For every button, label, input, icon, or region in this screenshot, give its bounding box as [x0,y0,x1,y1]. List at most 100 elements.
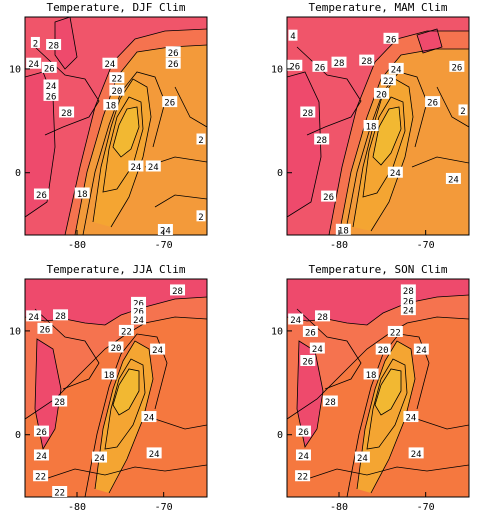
svg-text:26: 26 [427,99,438,109]
svg-text:18: 18 [366,371,377,381]
contour-field [287,279,469,497]
contour-label: 18 [101,368,117,381]
contour-label: 26 [321,190,337,203]
svg-text:22: 22 [35,473,46,483]
contour-label: 18 [363,368,379,381]
svg-text:18: 18 [338,226,349,236]
contour-label: 28 [53,309,69,322]
contour-label: 18 [103,99,119,112]
contour-label: 24 [309,342,325,355]
svg-text:22: 22 [111,75,122,85]
svg-text:24: 24 [133,316,144,326]
svg-text:22: 22 [383,77,394,87]
warm-north [25,279,207,325]
contour-label: 28 [400,284,416,297]
svg-text:2: 2 [198,213,203,223]
y-tick-label: 10 [9,64,21,75]
y-tick-label: 10 [9,326,21,337]
y-tick-label: 10 [271,326,283,337]
plot-frame [24,16,208,236]
contour-label: 24 [387,166,403,179]
contour-label: 22 [52,486,68,499]
svg-text:24: 24 [149,450,160,460]
contour-label: 24 [141,411,157,424]
svg-text:28: 28 [317,313,328,323]
contour-label: 26 [312,60,328,73]
contour-label: 26 [300,355,316,368]
svg-text:28: 28 [361,57,372,67]
contour-label: 28 [52,395,68,408]
contour-label: 24 [408,447,424,460]
contour-label: 20 [375,343,391,356]
svg-text:26: 26 [36,191,47,201]
contour-label: 26 [33,188,49,201]
svg-text:20: 20 [376,90,387,100]
contour-label: 26 [33,425,49,438]
contour-label: 22 [380,74,396,87]
contour-label: 26 [449,60,465,73]
svg-text:26: 26 [386,35,397,45]
contour-label: 18 [363,120,379,133]
svg-text:22: 22 [297,473,308,483]
contour-label: 26 [131,305,147,318]
contour-label: 2 [196,210,206,223]
svg-text:24: 24 [403,307,414,317]
svg-text:24: 24 [390,169,401,179]
contour-label: 28 [331,56,347,69]
contour-label: 26 [400,294,416,307]
contour-label: 18 [335,223,351,236]
y-tick-label: 0 [277,430,283,441]
svg-text:24: 24 [411,450,422,460]
warm-north [287,279,469,325]
svg-text:28: 28 [54,398,65,408]
svg-text:24: 24 [298,452,309,462]
contour-label: 4 [288,29,298,42]
svg-text:2: 2 [33,39,38,49]
contour-label: 28 [359,54,375,67]
y-tick-label: 10 [271,64,283,75]
svg-text:26: 26 [403,297,414,307]
contour-label: 2 [196,133,206,146]
svg-text:28: 28 [55,312,66,322]
warm-pocket-2 [417,29,442,53]
contour-label: 24 [445,172,461,185]
panel-title: Temperature, JJA Clim [46,263,185,276]
svg-text:28: 28 [334,59,345,69]
svg-text:24: 24 [36,452,47,462]
contour-label: 24 [26,310,42,323]
svg-text:26: 26 [40,325,51,335]
svg-text:26: 26 [46,92,57,102]
svg-text:20: 20 [111,344,122,354]
svg-text:24: 24 [131,163,142,173]
y-tick-label: 0 [15,168,21,179]
svg-text:24: 24 [290,316,301,326]
svg-text:18: 18 [366,123,377,133]
svg-text:26: 26 [44,64,55,74]
contour-label: 18 [74,187,90,200]
svg-text:22: 22 [121,327,132,337]
svg-text:24: 24 [448,175,459,185]
contour-label: 28 [315,310,331,323]
contour-label: 28 [322,395,338,408]
contour-label: 24 [403,411,419,424]
contour-label: 20 [108,341,124,354]
contour-label: 24 [295,449,311,462]
contour-label-layer: 4 26 26 26 28 28 24 22 20 26 26 2 28 18 28 24 24 26 18 [287,29,468,236]
svg-text:28: 28 [325,398,336,408]
contour-label: 28 [170,284,186,297]
svg-text:26: 26 [133,308,144,318]
contour-label: 24 [288,313,304,326]
contour-label: 24 [150,343,166,356]
contour-label: 24 [33,449,49,462]
contour-label: 26 [302,325,318,338]
contour-label: 28 [314,133,330,146]
svg-text:28: 28 [61,109,72,119]
warm-pocket [35,339,61,449]
contour-field [287,17,469,235]
contour-label: 22 [295,470,311,483]
contour-label: 20 [373,87,389,100]
contour-label: 26 [37,322,53,335]
svg-text:26: 26 [315,63,326,73]
